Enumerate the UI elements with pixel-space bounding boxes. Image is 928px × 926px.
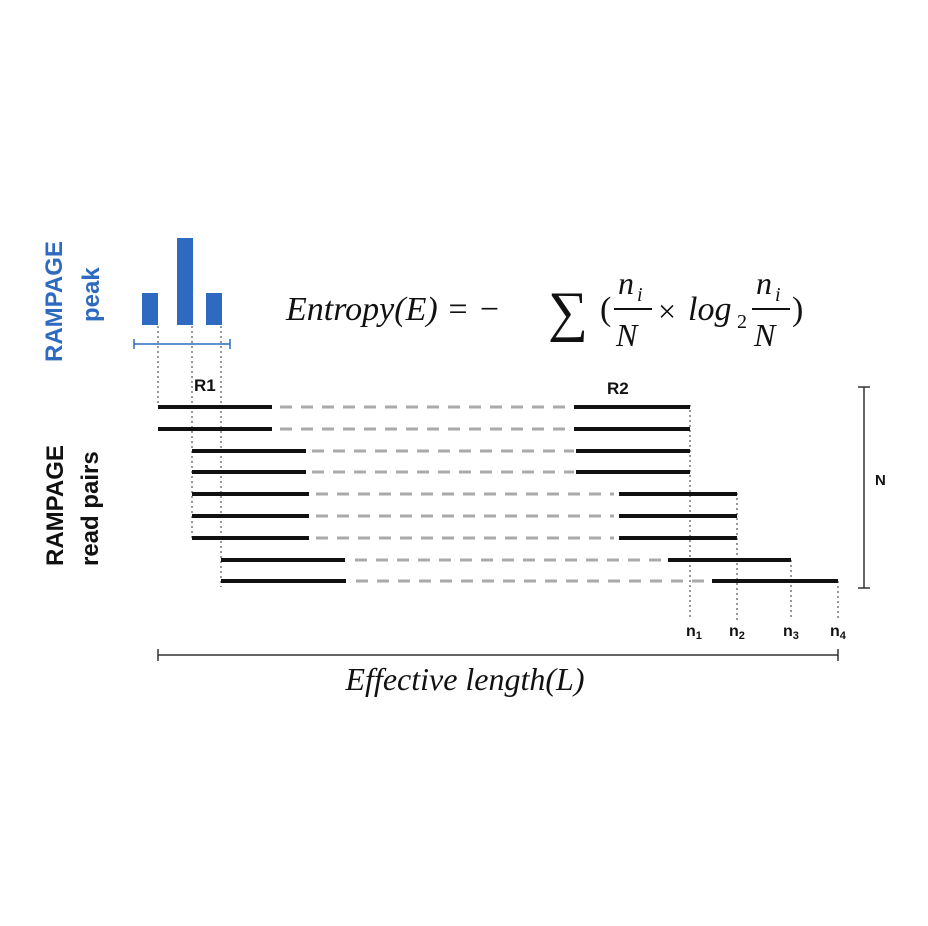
total-reads-bracket xyxy=(858,386,870,589)
peak-bar xyxy=(206,293,222,325)
peak-bar xyxy=(177,238,193,325)
formula-lhs: Entropy(E) = − xyxy=(285,291,501,328)
fraction1-numerator-subscript: i xyxy=(637,284,643,306)
read-pairs xyxy=(158,405,838,583)
formula-close-paren: ) xyxy=(792,291,803,328)
total-reads-label: N xyxy=(875,472,886,489)
fraction2-numerator-subscript: i xyxy=(775,284,781,306)
formula-log-subscript: 2 xyxy=(737,311,747,333)
formula-log: log xyxy=(688,291,731,328)
entropy-formula: Entropy(E) = − ∑ ( n i N × log 2 n i N ) xyxy=(285,265,803,353)
peak-label-line1: RAMPAGE xyxy=(41,241,68,362)
effective-length-label: Effective length(L) xyxy=(344,661,584,697)
formula-sum: ∑ xyxy=(548,281,588,343)
group-label-n1: n1 xyxy=(686,623,702,642)
fraction1-denominator: N xyxy=(615,317,639,353)
effective-length-bracket xyxy=(157,649,839,661)
formula-open-paren: ( xyxy=(600,291,611,328)
formula-times: × xyxy=(658,293,676,329)
fraction1-numerator: n xyxy=(618,265,634,301)
group-label-n2: n2 xyxy=(729,623,745,642)
reads-label-line1: RAMPAGE xyxy=(42,445,69,566)
read2-label: R2 xyxy=(607,379,629,398)
peak-label-line2: peak xyxy=(78,267,105,322)
reads-label-line2: read pairs xyxy=(77,451,104,566)
read1-label: R1 xyxy=(194,376,216,395)
group-label-n3: n3 xyxy=(783,623,799,642)
peak-bar xyxy=(142,293,158,325)
fraction2-numerator: n xyxy=(756,265,772,301)
fraction2-denominator: N xyxy=(753,317,777,353)
peak-extent-bracket xyxy=(133,339,231,349)
group-label-n4: n4 xyxy=(830,623,847,642)
